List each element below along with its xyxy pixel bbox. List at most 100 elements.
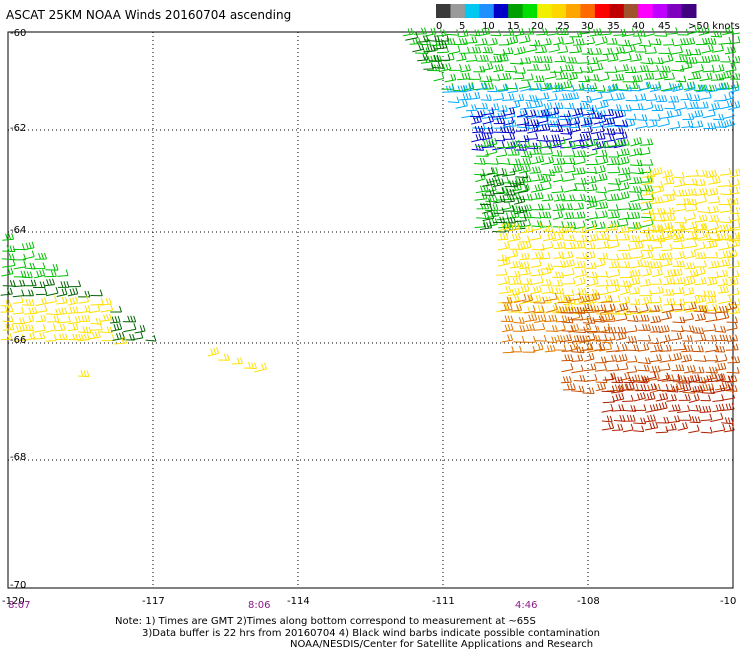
wind-barb — [730, 213, 740, 221]
wind-barb — [648, 65, 659, 72]
wind-barb — [641, 212, 651, 218]
wind-barb — [476, 103, 488, 109]
y-tick-68: -68 — [10, 452, 26, 463]
time-label-1: 8:07 — [8, 600, 30, 611]
wind-barb — [625, 114, 636, 120]
wind-barb — [627, 356, 637, 363]
wind-barb — [542, 286, 553, 293]
wind-barb — [536, 135, 548, 141]
wind-barb — [631, 242, 644, 250]
wind-barb — [607, 38, 618, 44]
wind-barb — [574, 156, 586, 165]
wind-barb — [726, 64, 737, 72]
wind-barb — [639, 290, 651, 296]
wind-barb — [607, 269, 620, 278]
wind-barb — [498, 277, 509, 285]
wind-barb — [623, 424, 633, 432]
wind-barb — [69, 334, 81, 340]
wind-barb — [643, 102, 654, 111]
wind-barb — [674, 179, 685, 187]
wind-barb — [596, 194, 607, 202]
wind-barb — [728, 270, 739, 278]
wind-barb — [700, 92, 711, 100]
wind-barb — [499, 286, 511, 293]
wind-barb — [597, 233, 610, 239]
wind-barb — [100, 314, 112, 322]
wind-barb — [651, 278, 661, 284]
wind-barb — [690, 405, 701, 411]
wind-barb — [660, 312, 672, 321]
wind-barb — [693, 110, 703, 117]
x-tick-114: -114 — [287, 596, 310, 607]
wind-barb — [493, 93, 504, 100]
wind-barb — [58, 281, 69, 287]
wind-barb — [695, 313, 706, 320]
wind-barb — [709, 55, 719, 61]
wind-barb — [594, 133, 606, 140]
wind-barb — [712, 44, 723, 52]
wind-barb — [546, 325, 558, 331]
wind-barb — [588, 57, 598, 64]
legend-swatch — [667, 4, 682, 18]
wind-barb — [498, 158, 510, 164]
wind-barb — [90, 318, 101, 324]
wind-barb — [675, 217, 687, 223]
wind-barb — [609, 104, 622, 110]
wind-barb — [635, 46, 646, 52]
wind-barb — [643, 188, 653, 195]
wind-barb — [708, 188, 718, 196]
wind-barb — [509, 159, 520, 165]
wind-barb — [552, 166, 562, 173]
wind-barb — [472, 126, 483, 133]
wind-barb — [663, 54, 673, 62]
wind-barb — [597, 271, 608, 277]
wind-barb — [574, 212, 585, 219]
wind-barb — [668, 404, 680, 411]
wind-barb — [608, 167, 620, 173]
wind-barb — [697, 207, 710, 213]
wind-barb — [553, 211, 563, 220]
wind-barb — [580, 324, 591, 330]
wind-barb — [586, 158, 598, 164]
wind-barb — [613, 93, 625, 101]
wind-barb — [466, 55, 477, 62]
wind-barb — [530, 232, 541, 240]
wind-barb — [596, 173, 607, 181]
wind-barb — [710, 413, 723, 422]
wind-barb — [617, 40, 630, 46]
wind-barb — [681, 93, 692, 100]
wind-barb — [690, 49, 701, 55]
wind-barb — [602, 48, 612, 55]
wind-barb — [668, 96, 679, 102]
wind-barb — [232, 358, 242, 365]
legend-swatch — [595, 4, 610, 18]
wind-barb — [460, 64, 470, 72]
time-label-2: 8:06 — [248, 600, 270, 611]
wind-barb — [541, 148, 552, 155]
wind-barb — [718, 242, 729, 250]
wind-barb — [641, 159, 653, 165]
wind-barb — [674, 304, 685, 312]
wind-barb — [650, 326, 660, 332]
wind-barb — [719, 71, 732, 79]
wind-barb — [637, 385, 649, 391]
legend-swatch — [494, 4, 509, 18]
wind-barb — [701, 395, 711, 401]
wind-barb — [543, 232, 556, 240]
wind-barb — [554, 242, 566, 249]
wind-barb — [650, 354, 662, 362]
wind-barb — [531, 252, 544, 260]
wind-barb — [571, 386, 584, 392]
wind-barb — [584, 363, 596, 370]
wind-barb — [552, 288, 564, 294]
wind-barb — [469, 30, 480, 36]
wind-barb — [89, 305, 100, 313]
wind-barb — [91, 298, 104, 305]
wind-barb — [646, 404, 659, 413]
wind-barb — [586, 262, 596, 268]
wind-barb — [585, 184, 597, 191]
wind-barb — [554, 193, 565, 201]
wind-barb — [609, 261, 620, 268]
wind-barb — [475, 193, 488, 201]
wind-barb — [36, 298, 47, 306]
